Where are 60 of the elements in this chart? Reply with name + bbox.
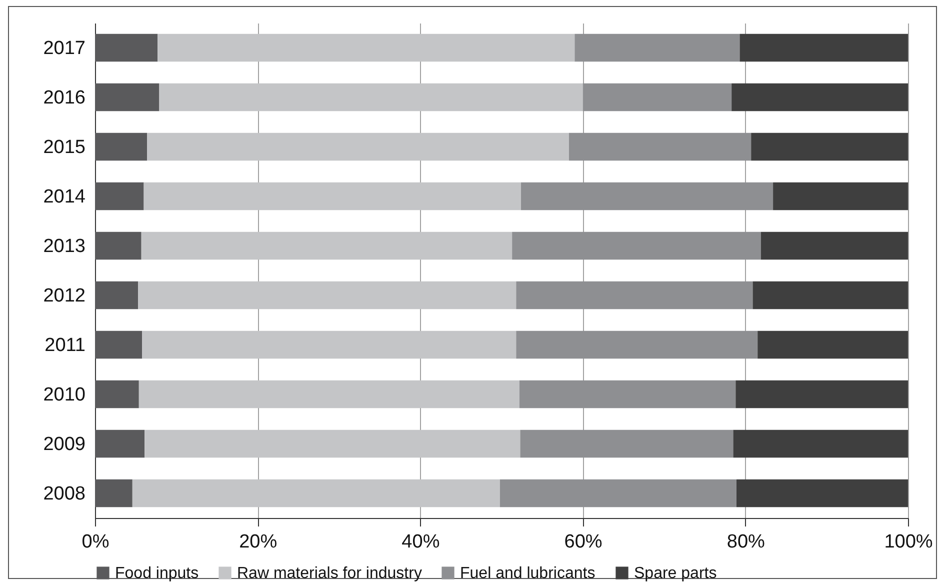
bar — [751, 132, 908, 161]
bar — [95, 330, 142, 359]
bar — [95, 83, 160, 112]
y-tick-label: 2015 — [43, 136, 86, 158]
x-tick-label: 20% — [239, 532, 278, 552]
bar — [733, 430, 908, 458]
bar — [144, 430, 520, 458]
bar — [516, 281, 753, 310]
y-tick-label: 2010 — [43, 384, 86, 406]
bar — [760, 232, 908, 260]
bar — [95, 232, 142, 260]
x-tick-label: 60% — [564, 532, 602, 552]
bar — [582, 83, 732, 112]
bar — [95, 182, 144, 210]
y-tick-label: 2012 — [43, 285, 86, 306]
bar — [574, 34, 740, 62]
x-tick-label: 40% — [402, 532, 440, 552]
y-tick-label: 2017 — [43, 38, 86, 59]
legend-label: Food inputs — [115, 565, 199, 582]
bar — [512, 232, 761, 260]
bar — [138, 281, 516, 310]
bar — [95, 132, 148, 161]
bar — [732, 83, 908, 112]
bar — [736, 479, 908, 508]
bar — [141, 232, 512, 260]
x-tick-label: 0% — [82, 532, 110, 552]
bar — [147, 132, 569, 161]
y-tick-label: 2014 — [43, 186, 86, 208]
y-tick-label: 2016 — [43, 87, 86, 108]
bar — [132, 479, 500, 508]
y-tick-label: 2011 — [44, 334, 86, 356]
bar — [758, 330, 908, 359]
y-tick-label: 2009 — [43, 434, 86, 455]
bar — [142, 330, 516, 359]
bar — [159, 83, 583, 112]
bar — [95, 479, 132, 508]
bar — [752, 281, 908, 310]
bar — [138, 380, 520, 408]
bar — [500, 479, 736, 508]
bar — [568, 132, 752, 161]
bar — [95, 430, 145, 458]
bar — [144, 182, 522, 210]
bar — [519, 380, 736, 408]
bar — [740, 34, 908, 62]
bar — [736, 380, 908, 408]
bar — [520, 430, 734, 458]
x-tick-label: 80% — [726, 532, 766, 552]
y-tick-label: 2013 — [43, 236, 86, 257]
x-tick-label: 100% — [884, 532, 933, 552]
legend-label: Fuel and lubricants — [460, 565, 596, 582]
bar — [158, 34, 575, 62]
legend-label: Spare parts — [634, 565, 717, 582]
bar — [773, 182, 908, 210]
bar — [521, 182, 774, 210]
bar — [95, 281, 138, 310]
bar — [516, 330, 758, 359]
bar — [95, 380, 139, 408]
legend-label: Raw materials for industry — [237, 565, 422, 582]
y-tick-label: 2008 — [43, 483, 86, 504]
bar — [95, 34, 158, 62]
